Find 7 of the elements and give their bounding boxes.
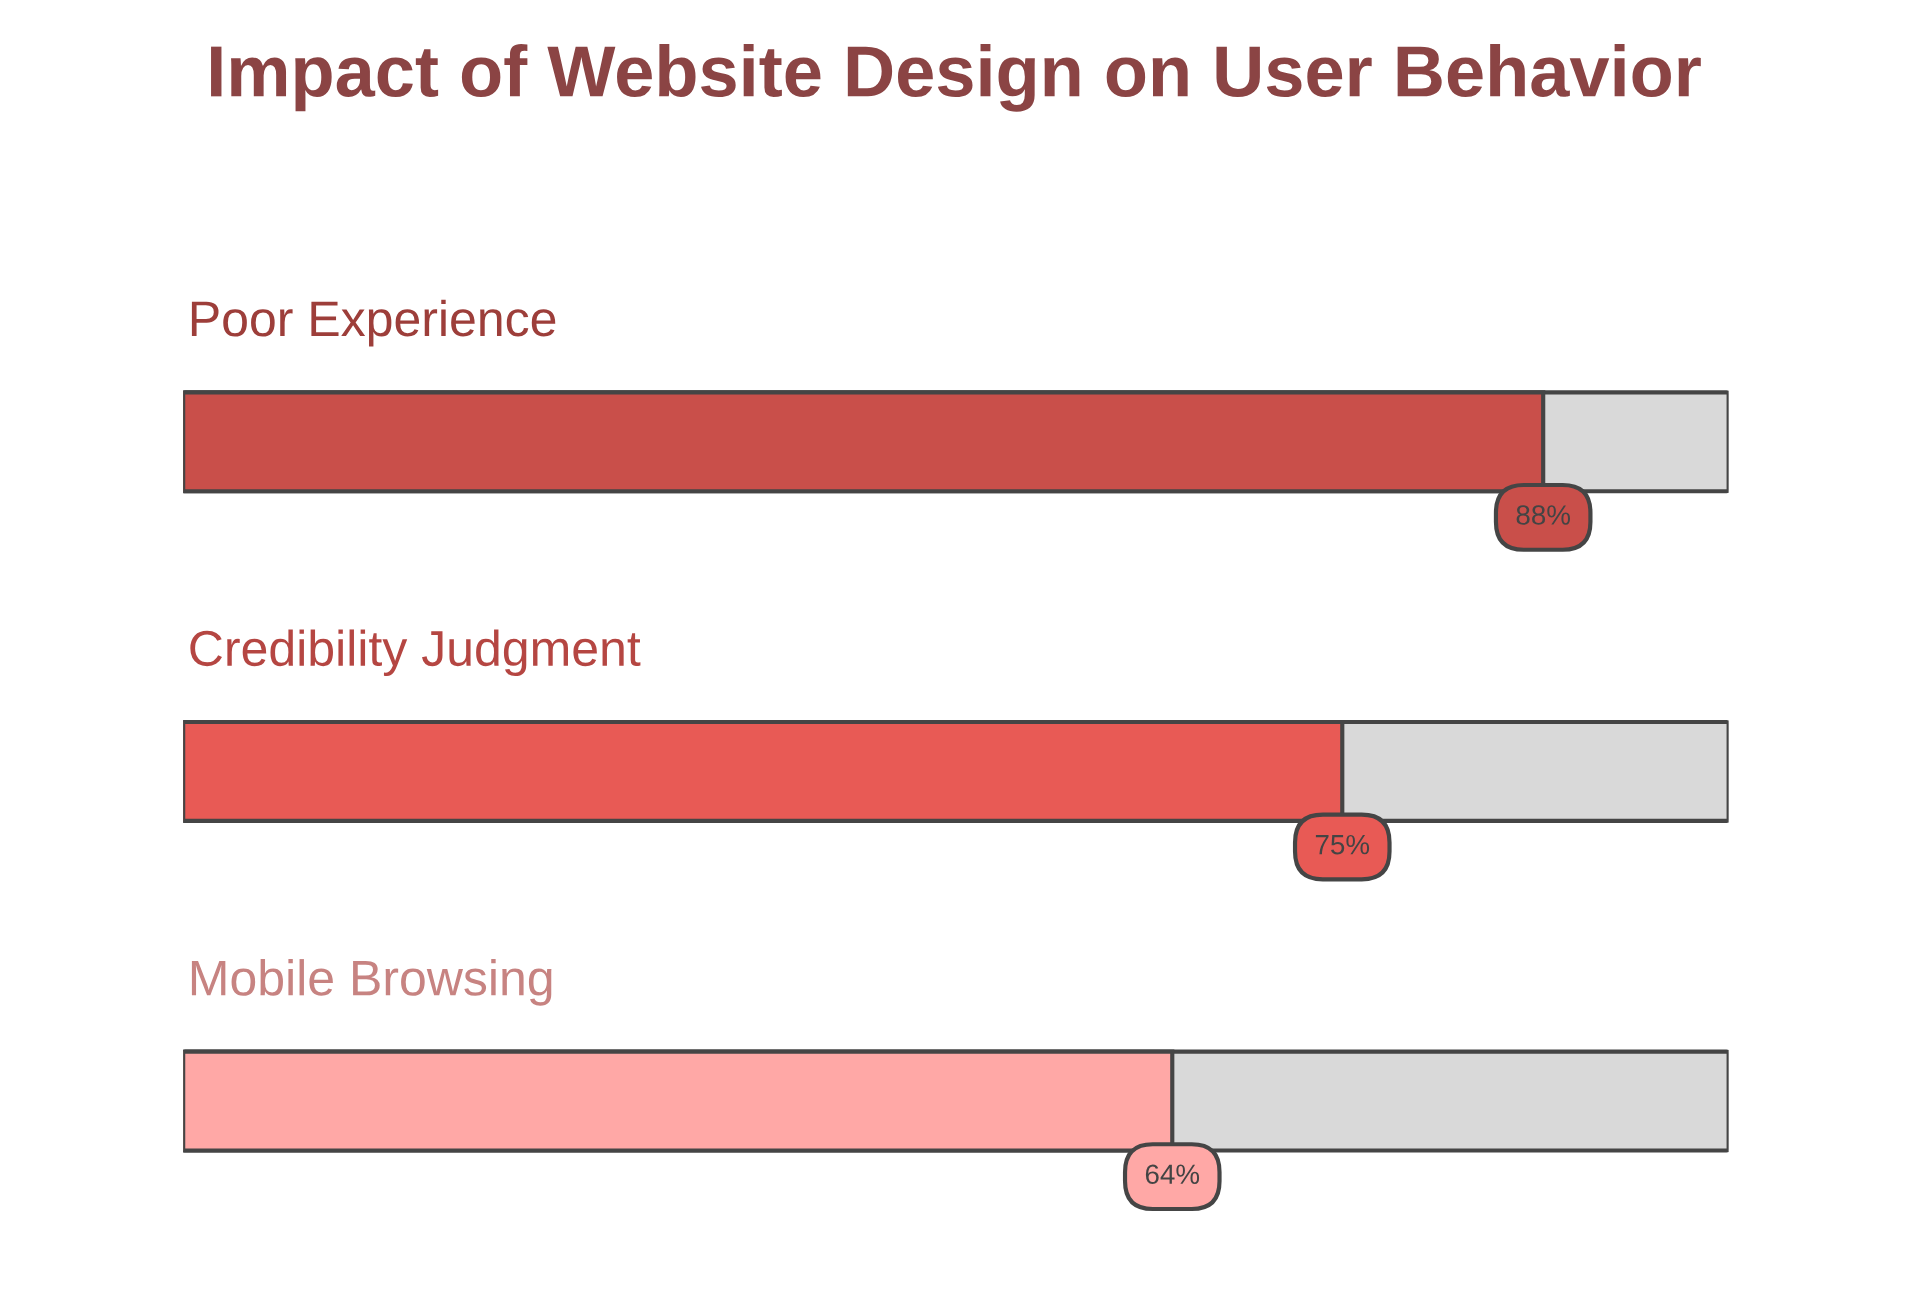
y-tick-label: Mobile Browsing	[191, 959, 552, 1006]
y-tick-label: Credibility Judgment	[190, 629, 641, 677]
data-label: 64%	[1145, 1164, 1200, 1185]
y-tick-label: Poor Experience	[191, 299, 556, 347]
data-label: 88%	[1516, 505, 1570, 525]
data-label: 75%	[1315, 834, 1370, 855]
chart-title: Impact of Website Design on User Behavior	[211, 44, 1701, 112]
